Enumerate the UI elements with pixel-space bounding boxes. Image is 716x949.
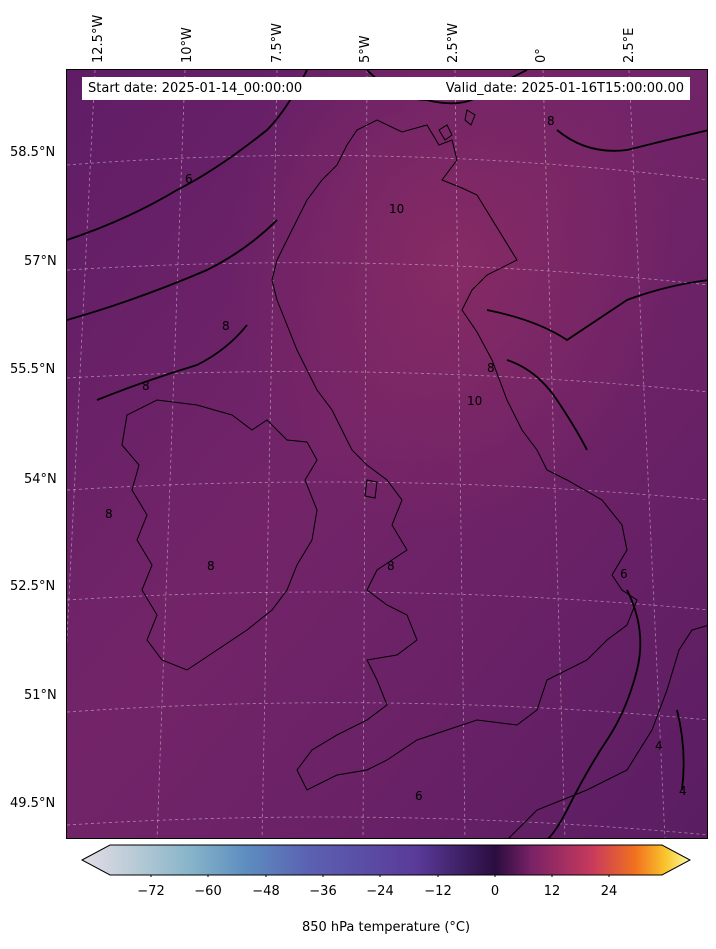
- contour-label: 6: [185, 172, 193, 186]
- ireland-coast: [121, 399, 318, 671]
- contour-label-group: 6 8 10 8 8 10 8 8 8 8 6 6 4 4: [105, 114, 687, 803]
- colorbar-body: [80, 844, 692, 876]
- contour-label: 4: [679, 784, 687, 798]
- lon-label: 10°W: [180, 27, 195, 63]
- colorbar-tick: 0: [490, 884, 500, 899]
- contour-label: 10: [467, 394, 482, 408]
- colorbar-tick: −48: [252, 884, 280, 899]
- lon-label: 0°: [534, 48, 549, 63]
- shetland-orkney: [438, 109, 476, 141]
- contour-label: 6: [415, 789, 423, 803]
- warm-region: [67, 70, 707, 838]
- lon-label: 2.5°W: [446, 22, 461, 63]
- contour-label: 8: [387, 559, 395, 573]
- colorbar-tick: −12: [424, 884, 452, 899]
- map-area: 6 8 10 8 8 10 8 8 8 8 6 6 4 4: [66, 69, 708, 839]
- contour-label: 8: [105, 507, 113, 521]
- map-canvas: 6 8 10 8 8 10 8 8 8 8 6 6 4 4: [67, 70, 707, 838]
- colorbar-tick: −72: [137, 884, 165, 899]
- isle-of-man: [364, 479, 378, 499]
- lon-label: 5°W: [358, 35, 373, 63]
- contour-label: 6: [620, 567, 628, 581]
- contour-label: 10: [389, 202, 404, 216]
- contour-label: 8: [222, 319, 230, 333]
- colorbar-tick: 12: [543, 884, 561, 899]
- valid-date: Valid_date: 2025-01-16T15:00:00.00: [445, 81, 684, 96]
- colorbar-tick: −36: [309, 884, 337, 899]
- great-britain-coast: [271, 119, 638, 791]
- lat-label: 51°N: [24, 688, 57, 703]
- start-date: Start date: 2025-01-14_00:00:00: [88, 81, 303, 96]
- isotherms: [67, 70, 707, 838]
- lat-label: 49.5°N: [10, 796, 56, 811]
- coastlines: [121, 109, 707, 838]
- lon-label: 2.5°E: [622, 27, 637, 63]
- lat-label: 54°N: [24, 472, 57, 487]
- lon-label: 7.5°W: [270, 22, 285, 63]
- colorbar-tick: −24: [366, 884, 394, 899]
- colorbar-tick: −60: [194, 884, 222, 899]
- colorbar-label: 850 hPa temperature (°C): [301, 920, 471, 935]
- contour-label: 4: [655, 739, 663, 753]
- lat-label: 55.5°N: [10, 362, 56, 377]
- colorbar: [80, 844, 692, 877]
- lat-label: 52.5°N: [10, 579, 56, 594]
- contour-label: 8: [487, 361, 495, 375]
- contour-label: 8: [547, 114, 555, 128]
- lat-label: 57°N: [24, 254, 57, 269]
- lon-label: 12.5°W: [91, 14, 106, 63]
- colorbar-tick: 24: [600, 884, 618, 899]
- lat-label: 58.5°N: [10, 145, 56, 160]
- date-info-box: Start date: 2025-01-14_00:00:00 Valid_da…: [82, 77, 690, 100]
- france-coast: [508, 625, 707, 838]
- colorbar-tick-marks: [150, 875, 610, 877]
- contour-label: 8: [142, 379, 150, 393]
- contour-label: 8: [207, 559, 215, 573]
